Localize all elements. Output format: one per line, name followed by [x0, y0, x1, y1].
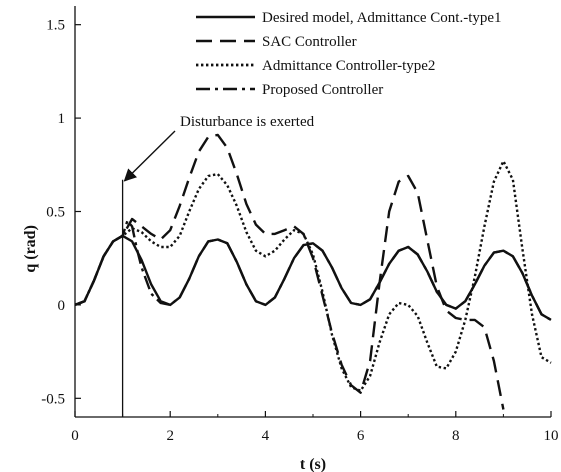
series-line-2 [74, 133, 505, 410]
legend-label-4: Proposed Controller [262, 82, 383, 98]
x-tick-label: 10 [544, 428, 559, 444]
y-tick-label: 1 [58, 111, 66, 127]
x-tick-label: 6 [357, 428, 365, 444]
y-tick-label: 0.5 [46, 205, 65, 221]
axis-labels: t (s) q (rad) [22, 225, 326, 472]
x-tick-label: 4 [262, 428, 270, 444]
series-line-3 [74, 159, 552, 392]
legend-label-2: SAC Controller [262, 34, 357, 50]
legend-label-3: Admittance Controller-type2 [262, 58, 435, 74]
series-layer [74, 133, 552, 410]
y-tick-label: 0 [58, 298, 66, 314]
disturbance-arrow [123, 130, 176, 182]
x-tick-label: 0 [71, 428, 79, 444]
axes: 0 2 4 6 8 10 -0.5 0 0.5 1 1.5 [41, 6, 559, 444]
annotation: Disturbance is exerted [121, 114, 315, 417]
annotation-text: Disturbance is exerted [180, 114, 315, 130]
y-tick-label: -0.5 [41, 391, 65, 407]
x-tick-label: 8 [452, 428, 460, 444]
legend: Desired model, Admittance Cont.-type1 SAC… [196, 10, 502, 98]
x-axis-title: t (s) [300, 456, 326, 472]
y-tick-label: 1.5 [46, 18, 65, 34]
y-axis-title: q (rad) [22, 225, 39, 273]
series-line-4 [74, 219, 552, 321]
x-tick-label: 2 [166, 428, 174, 444]
legend-label-1: Desired model, Admittance Cont.-type1 [262, 10, 502, 26]
